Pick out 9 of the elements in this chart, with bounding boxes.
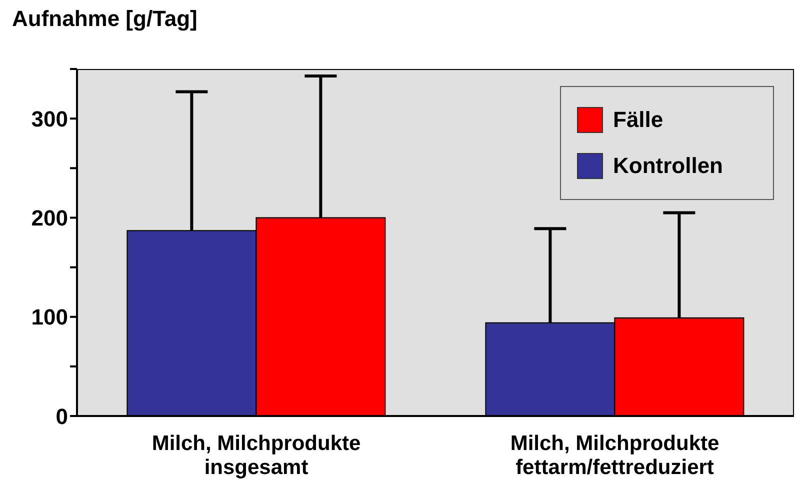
legend-label: Fälle: [613, 107, 664, 133]
y-tick-label: 300: [31, 106, 68, 132]
x-tick-label: Milch, Milchprodukte fettarm/fettreduziert: [510, 432, 720, 479]
y-tick-label: 200: [31, 206, 68, 231]
legend-label: Kontrollen: [613, 153, 723, 179]
x-tick-label: Milch, Milchprodukte insgesamt: [152, 432, 361, 479]
y-axis-title: Aufnahme [g/Tag]: [12, 6, 198, 32]
y-tick-label: 0: [56, 404, 68, 429]
y-tick-label: 100: [31, 304, 68, 330]
